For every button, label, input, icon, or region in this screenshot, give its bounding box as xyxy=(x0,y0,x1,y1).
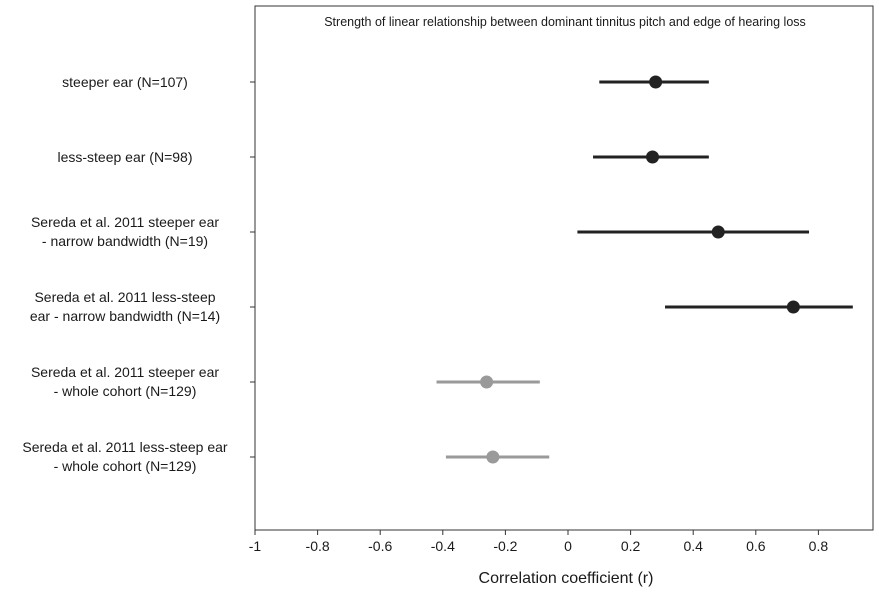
x-tick-label: 0.6 xyxy=(746,538,766,554)
category-label: Sereda et al. 2011 steeper ear - whole c… xyxy=(30,364,220,399)
x-tick-label: -0.8 xyxy=(306,538,330,554)
x-tick-label: -1 xyxy=(249,538,262,554)
x-tick-label: 0.8 xyxy=(809,538,829,554)
estimate-point xyxy=(786,300,800,314)
category-label: Sereda et al. 2011 less-steep ear - narr… xyxy=(29,289,221,324)
category-label: less-steep ear (N=98) xyxy=(57,148,193,165)
category-label: steeper ear (N=107) xyxy=(62,73,188,90)
estimate-point xyxy=(711,225,725,239)
chart-marks xyxy=(436,75,853,464)
category-label: Sereda et al. 2011 steeper ear - narrow … xyxy=(30,214,220,249)
category-label: Sereda et al. 2011 less-steep ear - whol… xyxy=(22,439,228,474)
estimate-point xyxy=(480,375,494,389)
x-axis-label: Correlation coefficient (r) xyxy=(479,570,654,587)
plot-frame xyxy=(254,5,874,531)
estimate-point xyxy=(649,75,663,89)
estimate-point xyxy=(646,150,660,164)
estimate-point xyxy=(486,450,500,464)
x-tick-label: -0.2 xyxy=(493,538,517,554)
x-tick-label: 0.2 xyxy=(621,538,641,554)
x-tick-label: 0.4 xyxy=(683,538,703,554)
x-tick-label: -0.4 xyxy=(431,538,455,554)
axes: -1 -0.8 -0.6 -0.4 -0.2 0 0.2 0.4 0.6 0.8 xyxy=(249,5,874,554)
x-tick-label: 0 xyxy=(564,538,572,554)
chart-title: Strength of linear relationship between … xyxy=(324,15,806,29)
x-tick-label: -0.6 xyxy=(368,538,392,554)
